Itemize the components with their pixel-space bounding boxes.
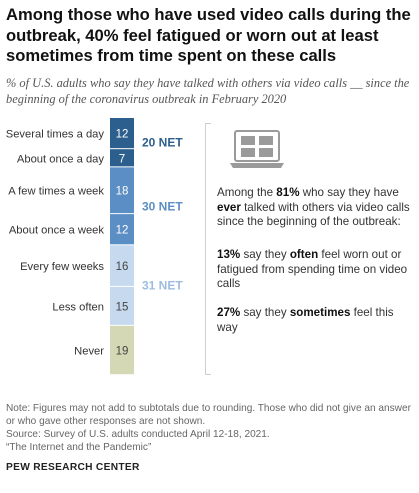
bar-segment (110, 286, 134, 325)
category-label: Less often (52, 301, 104, 313)
bar-value-label: 16 (116, 261, 129, 273)
category-label: About once a week (9, 225, 105, 237)
bar-value-label: 18 (116, 186, 129, 198)
bar-value-label: 15 (116, 301, 129, 313)
net-label: 31 NET (142, 279, 183, 293)
bar-segment (110, 325, 134, 375)
bar-value-label: 12 (116, 225, 129, 237)
source-line: Source: Survey of U.S. adults conducted … (6, 429, 270, 440)
net-label: 20 NET (142, 136, 183, 150)
bar-value-label: 12 (116, 129, 129, 141)
bar-segment (110, 214, 134, 245)
annotation-intro: Among the 81% who say they have ever tal… (217, 186, 410, 229)
category-label: Every few weeks (20, 261, 104, 273)
net-label: 30 NET (142, 199, 183, 213)
category-label: About once a day (17, 153, 104, 165)
bar-segment (110, 167, 134, 214)
category-label: A few times a week (8, 186, 104, 198)
report-line: “The Internet and the Pandemic” (6, 442, 152, 453)
category-label: Several times a day (6, 129, 105, 141)
bar-segment (110, 149, 134, 167)
pew-logo: PEW RESEARCH CENTER (6, 462, 140, 473)
stacked-bar-chart: 12 Several times a day 7 About once a day 18… (6, 118, 183, 375)
laptop-video-call-icon (230, 130, 284, 168)
annotation-often: 13% say they often feel worn out or fati… (217, 248, 408, 291)
annotation-sometimes: 27% say they sometimes feel this way (217, 306, 394, 334)
chart-note: Note: Figures may not add to subtotals d… (6, 402, 416, 454)
annotation-bracket (205, 123, 211, 375)
bar-segment (110, 245, 134, 286)
bar-value-label: 7 (119, 153, 125, 165)
bar-value-label: 19 (116, 346, 129, 358)
note-line: Note: Figures may not add to subtotals d… (6, 403, 411, 427)
chart-title: Among those who have used video calls du… (6, 5, 411, 65)
category-label: Never (74, 346, 104, 358)
chart-subtitle: % of U.S. adults who say they have talke… (6, 76, 410, 106)
bar-segment (110, 118, 134, 149)
